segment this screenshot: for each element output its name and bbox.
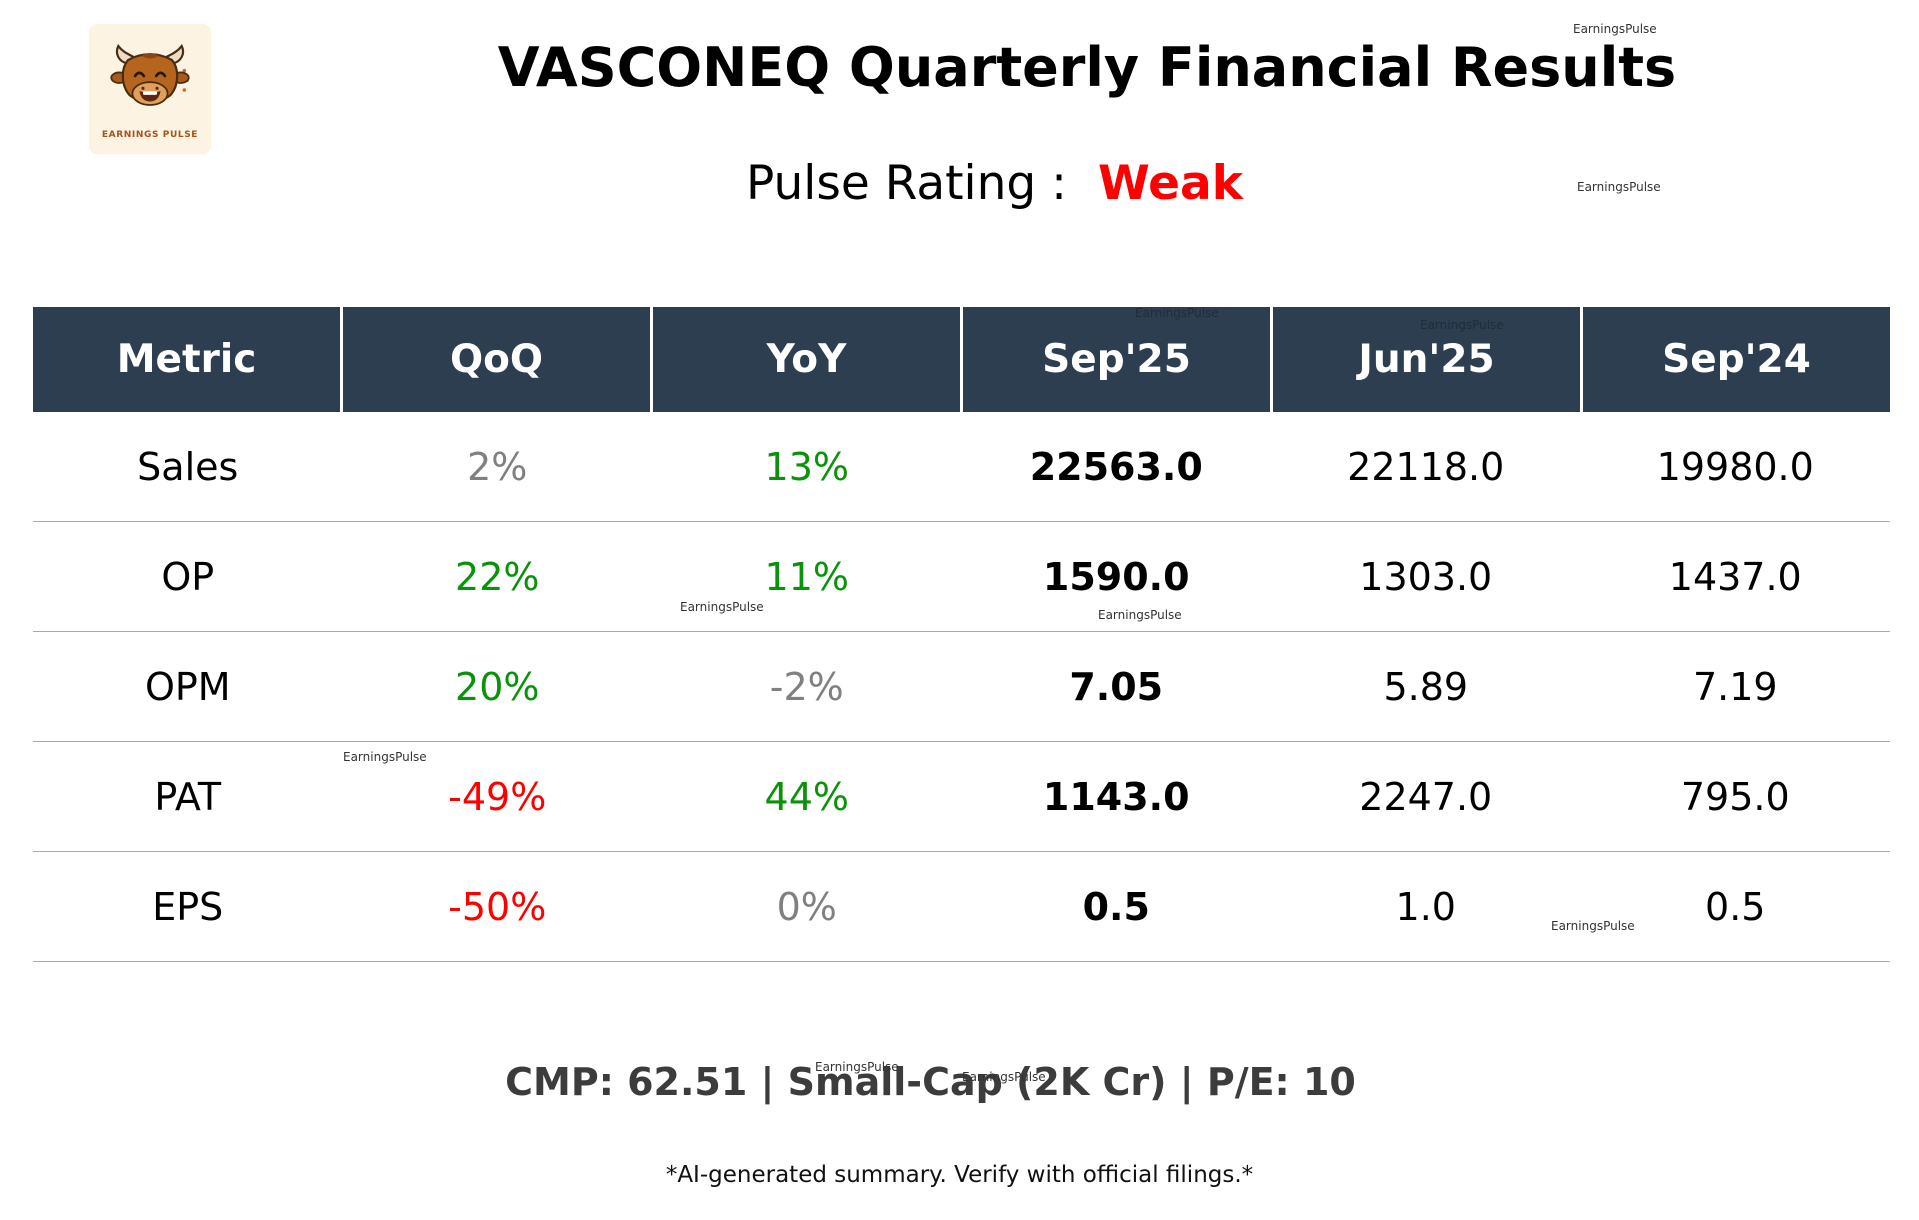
- metric-cell: PAT: [154, 774, 222, 819]
- table-header-jun25: Jun'25: [1273, 307, 1580, 412]
- watermark: EarningsPulse: [815, 1060, 899, 1074]
- watermark: EarningsPulse: [1551, 919, 1635, 933]
- yoy-cell: 0%: [776, 884, 837, 929]
- metric-cell: OP: [161, 554, 215, 599]
- metric-cell: Sales: [137, 444, 239, 489]
- watermark: EarningsPulse: [962, 1070, 1046, 1084]
- brand-name: EARNINGS PULSE: [101, 129, 199, 140]
- qoq-cell: 20%: [455, 664, 540, 709]
- table-row: PAT -49% 44% 1143.0 2247.0 795.0: [33, 742, 1890, 852]
- jun25-cell: 22118.0: [1347, 444, 1505, 489]
- watermark: EarningsPulse: [680, 600, 764, 614]
- table-header-sep25: Sep'25: [963, 307, 1270, 412]
- jun25-cell: 5.89: [1383, 664, 1469, 709]
- sep24-cell: 0.5: [1705, 884, 1766, 929]
- summary-line: CMP: 62.51 | Small-Cap (2K Cr) | P/E: 10: [505, 1060, 1356, 1104]
- bull-icon: [110, 43, 190, 106]
- table-row: EPS -50% 0% 0.5 1.0 0.5: [33, 852, 1890, 962]
- jun25-cell: 1.0: [1395, 884, 1456, 929]
- yoy-cell: 44%: [764, 774, 849, 819]
- yoy-cell: -2%: [769, 664, 844, 709]
- sep25-cell: 22563.0: [1029, 444, 1203, 489]
- qoq-cell: -50%: [448, 884, 547, 929]
- table-header-metric: Metric: [33, 307, 340, 412]
- pulse-rating: Pulse Rating : Weak: [70, 158, 1919, 210]
- page-title: VASCONEQ Quarterly Financial Results: [497, 36, 1677, 99]
- yoy-cell: 11%: [764, 554, 849, 599]
- jun25-cell: 2247.0: [1359, 774, 1493, 819]
- yoy-cell: 13%: [764, 444, 849, 489]
- pulse-rating-value: Weak: [1097, 156, 1243, 211]
- watermark: EarningsPulse: [1420, 318, 1504, 332]
- disclaimer: *AI-generated summary. Verify with offic…: [665, 1162, 1254, 1188]
- table-row: OP 22% 11% 1590.0 1303.0 1437.0: [33, 522, 1890, 632]
- brand-logo: EARNINGS PULSE: [89, 24, 211, 154]
- pulse-rating-label: Pulse Rating :: [746, 156, 1068, 211]
- sep25-cell: 0.5: [1082, 884, 1150, 929]
- sep24-cell: 795.0: [1680, 774, 1790, 819]
- table-header-qoq: QoQ: [343, 307, 650, 412]
- metric-cell: OPM: [144, 664, 231, 709]
- table-header-row: Metric QoQ YoY Sep'25 Jun'25 Sep'24: [33, 307, 1890, 412]
- metric-cell: EPS: [152, 884, 224, 929]
- sep25-cell: 7.05: [1069, 664, 1164, 709]
- sep24-cell: 1437.0: [1668, 554, 1802, 599]
- watermark: EarningsPulse: [1098, 608, 1182, 622]
- financials-table: Metric QoQ YoY Sep'25 Jun'25 Sep'24 Sale…: [33, 307, 1890, 962]
- watermark: EarningsPulse: [1573, 22, 1657, 36]
- table-row: Sales 2% 13% 22563.0 22118.0 19980.0: [33, 412, 1890, 522]
- table-row: OPM 20% -2% 7.05 5.89 7.19: [33, 632, 1890, 742]
- qoq-cell: -49%: [448, 774, 547, 819]
- sep25-cell: 1590.0: [1042, 554, 1190, 599]
- sep24-cell: 19980.0: [1656, 444, 1814, 489]
- sep24-cell: 7.19: [1692, 664, 1778, 709]
- table-header-yoy: YoY: [653, 307, 960, 412]
- jun25-cell: 1303.0: [1359, 554, 1493, 599]
- table-header-sep24: Sep'24: [1583, 307, 1890, 412]
- qoq-cell: 22%: [455, 554, 540, 599]
- watermark: EarningsPulse: [343, 750, 427, 764]
- sep25-cell: 1143.0: [1042, 774, 1190, 819]
- qoq-cell: 2%: [467, 444, 528, 489]
- watermark: EarningsPulse: [1135, 306, 1219, 320]
- watermark: EarningsPulse: [1577, 180, 1661, 194]
